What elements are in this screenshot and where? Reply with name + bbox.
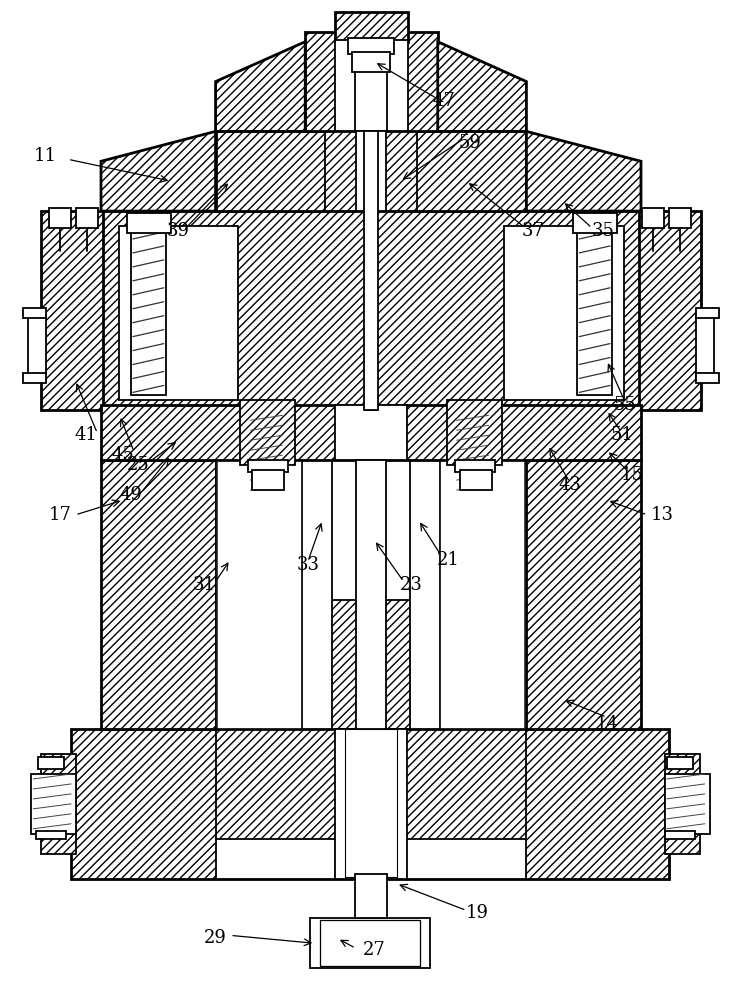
Polygon shape: [216, 461, 302, 728]
Text: 21: 21: [436, 551, 459, 569]
Polygon shape: [216, 131, 328, 211]
Polygon shape: [438, 42, 526, 131]
Polygon shape: [216, 42, 305, 131]
Polygon shape: [101, 211, 641, 410]
Polygon shape: [435, 460, 526, 729]
Text: 17: 17: [49, 506, 72, 524]
Polygon shape: [248, 460, 288, 472]
Text: 19: 19: [466, 904, 489, 922]
Text: 45: 45: [112, 446, 135, 464]
Text: 35: 35: [591, 222, 614, 240]
Polygon shape: [216, 460, 308, 729]
Polygon shape: [639, 211, 701, 410]
Polygon shape: [335, 12, 408, 42]
Polygon shape: [348, 38, 394, 54]
Polygon shape: [352, 52, 390, 72]
Polygon shape: [101, 460, 216, 729]
Polygon shape: [101, 405, 641, 460]
Polygon shape: [335, 405, 407, 460]
Polygon shape: [447, 400, 502, 465]
Polygon shape: [455, 460, 494, 472]
Text: 55: 55: [614, 396, 637, 414]
Polygon shape: [216, 839, 526, 879]
Polygon shape: [459, 470, 491, 490]
Polygon shape: [28, 316, 46, 380]
Polygon shape: [23, 373, 46, 383]
Polygon shape: [119, 226, 239, 400]
Polygon shape: [320, 920, 420, 966]
Polygon shape: [366, 131, 376, 410]
Polygon shape: [665, 774, 710, 834]
Polygon shape: [526, 460, 641, 729]
Text: 13: 13: [651, 506, 674, 524]
Polygon shape: [241, 400, 295, 465]
Polygon shape: [71, 729, 669, 879]
Polygon shape: [302, 460, 332, 729]
Text: 59: 59: [459, 134, 482, 152]
Polygon shape: [101, 131, 216, 211]
Polygon shape: [325, 131, 417, 211]
Polygon shape: [31, 774, 76, 834]
Text: 29: 29: [204, 929, 227, 947]
Polygon shape: [642, 208, 664, 228]
Text: 23: 23: [399, 576, 422, 594]
Polygon shape: [410, 460, 439, 729]
Text: 51: 51: [610, 426, 633, 444]
Text: 37: 37: [522, 222, 545, 240]
Polygon shape: [696, 316, 714, 380]
Polygon shape: [39, 757, 64, 769]
Polygon shape: [364, 131, 378, 410]
Polygon shape: [667, 757, 693, 769]
Polygon shape: [415, 131, 526, 211]
Text: 25: 25: [127, 456, 150, 474]
Polygon shape: [127, 213, 170, 233]
Text: 15: 15: [621, 466, 644, 484]
Polygon shape: [526, 131, 641, 211]
Polygon shape: [356, 131, 386, 211]
Text: 39: 39: [167, 222, 190, 240]
Polygon shape: [345, 729, 397, 877]
Text: 49: 49: [119, 486, 142, 504]
Polygon shape: [577, 226, 612, 395]
Polygon shape: [310, 918, 430, 968]
Polygon shape: [439, 461, 525, 728]
Polygon shape: [308, 600, 435, 729]
Polygon shape: [665, 831, 695, 839]
Text: 41: 41: [75, 426, 98, 444]
Polygon shape: [49, 208, 71, 228]
Polygon shape: [76, 208, 98, 228]
Polygon shape: [36, 831, 66, 839]
Polygon shape: [305, 32, 438, 131]
Text: 14: 14: [595, 715, 618, 733]
Polygon shape: [23, 308, 46, 318]
Polygon shape: [335, 40, 408, 131]
Polygon shape: [696, 308, 719, 318]
Text: 47: 47: [433, 92, 456, 110]
Polygon shape: [41, 754, 76, 854]
Polygon shape: [356, 460, 386, 729]
Polygon shape: [355, 50, 387, 131]
Polygon shape: [696, 373, 719, 383]
Text: 33: 33: [296, 556, 319, 574]
Polygon shape: [665, 754, 700, 854]
Text: 31: 31: [193, 576, 216, 594]
Text: 11: 11: [34, 147, 57, 165]
Text: 43: 43: [559, 476, 581, 494]
Polygon shape: [669, 208, 691, 228]
Text: 27: 27: [363, 941, 385, 959]
Polygon shape: [131, 226, 166, 395]
Polygon shape: [253, 470, 285, 490]
Polygon shape: [335, 729, 407, 879]
Polygon shape: [355, 874, 387, 918]
Polygon shape: [505, 226, 624, 400]
Polygon shape: [574, 213, 617, 233]
Polygon shape: [41, 211, 103, 410]
